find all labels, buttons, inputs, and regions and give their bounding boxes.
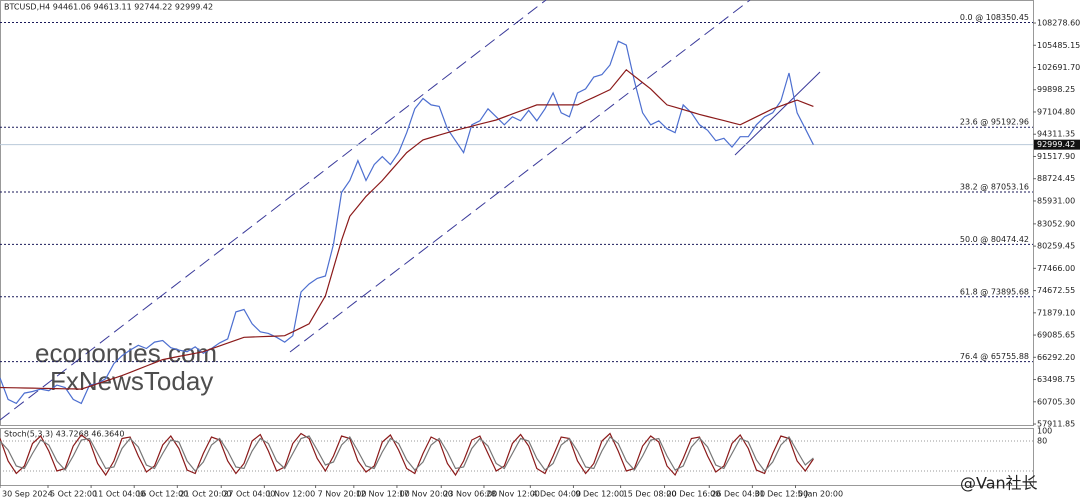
channel-upper — [0, 0, 547, 421]
stoch-line — [0, 432, 814, 477]
fib-label: 50.0 @ 80474.42 — [960, 235, 1029, 244]
fib-label: 61.8 @ 73895.68 — [960, 287, 1029, 296]
x-tick-label: 7 Nov 20:00 — [318, 490, 367, 499]
y-tick-label: 99898.25 — [1037, 85, 1075, 94]
watermark: FxNewsToday — [50, 366, 213, 396]
y-tick-label: 74672.55 — [1037, 286, 1075, 295]
channel-lower — [289, 0, 751, 353]
main-panel — [0, 0, 1034, 426]
stoch-tick-label: 80 — [1037, 437, 1047, 446]
x-tick-label: 31 Dec 12:00 — [754, 490, 808, 499]
y-tick-label: 80259.45 — [1037, 242, 1075, 251]
x-tick-label: 17 Nov 20:00 — [399, 490, 453, 499]
fib-label: 38.2 @ 87053.16 — [960, 183, 1029, 192]
x-tick-label: 1 Nov 12:00 — [266, 490, 315, 499]
x-tick-label: 12 Nov 12:00 — [356, 490, 410, 499]
x-tick-label: 28 Nov 12:00 — [486, 490, 540, 499]
x-tick-label: 23 Nov 06:00 — [443, 490, 497, 499]
stoch-title: Stoch(5,3,3) 43.7268 46.3640 — [4, 430, 124, 439]
last-price-label: 92999.42 — [1037, 140, 1075, 149]
y-tick-label: 88724.45 — [1037, 174, 1075, 183]
y-tick-label: 108278.60 — [1037, 19, 1080, 28]
watermark: @Van社长 — [960, 474, 1038, 493]
x-tick-label: 5 Jan 20:00 — [797, 490, 843, 499]
chart-title: BTCUSD,H4 94461.06 94613.11 92744.22 929… — [4, 3, 213, 12]
y-tick-label: 91517.90 — [1037, 152, 1075, 161]
y-tick-label: 63498.75 — [1037, 375, 1075, 384]
fib-label: 0.0 @ 108350.45 — [960, 13, 1029, 22]
x-tick-label: 15 Dec 08:00 — [623, 490, 677, 499]
x-tick-label: 20 Dec 16:00 — [667, 490, 721, 499]
y-tick-label: 77466.00 — [1037, 264, 1075, 273]
price-line — [0, 68, 814, 390]
y-tick-label: 102691.70 — [1037, 63, 1080, 72]
x-tick-label: 16 Oct 12:00 — [136, 490, 188, 499]
stoch-line — [0, 435, 814, 472]
trend-line — [734, 71, 821, 156]
y-tick-label: 57911.85 — [1037, 420, 1075, 429]
y-tick-label: 71879.10 — [1037, 308, 1075, 317]
x-tick-label: 4 Dec 04:00 — [532, 490, 581, 499]
y-tick-label: 94311.35 — [1037, 130, 1075, 139]
x-tick-label: 9 Dec 12:00 — [575, 490, 624, 499]
y-tick-label: 97104.80 — [1037, 107, 1075, 116]
y-tick-label: 105485.15 — [1037, 41, 1080, 50]
x-tick-label: 11 Oct 04:00 — [93, 490, 145, 499]
fib-label: 23.6 @ 95192.96 — [960, 118, 1029, 127]
x-tick-label: 27 Oct 04:00 — [223, 490, 275, 499]
y-tick-label: 60705.30 — [1037, 397, 1075, 406]
y-tick-label: 83052.90 — [1037, 219, 1075, 228]
x-tick-label: 26 Dec 04:00 — [711, 490, 765, 499]
drawings — [0, 0, 821, 421]
y-tick-label: 85931.00 — [1037, 196, 1075, 205]
x-tick-label: 21 Oct 20:00 — [179, 490, 231, 499]
x-tick-label: 5 Oct 22:00 — [50, 490, 97, 499]
y-tick-label: 69085.65 — [1037, 331, 1075, 340]
stoch-tick-label: 100 — [1037, 427, 1052, 436]
fib-label: 76.4 @ 65755.88 — [960, 352, 1029, 361]
stoch-panel — [0, 428, 1034, 486]
y-tick-label: 66292.20 — [1037, 353, 1075, 362]
price-line — [0, 40, 814, 405]
last-price-box — [1034, 139, 1080, 150]
x-tick-label: 30 Sep 2024 — [2, 490, 53, 499]
